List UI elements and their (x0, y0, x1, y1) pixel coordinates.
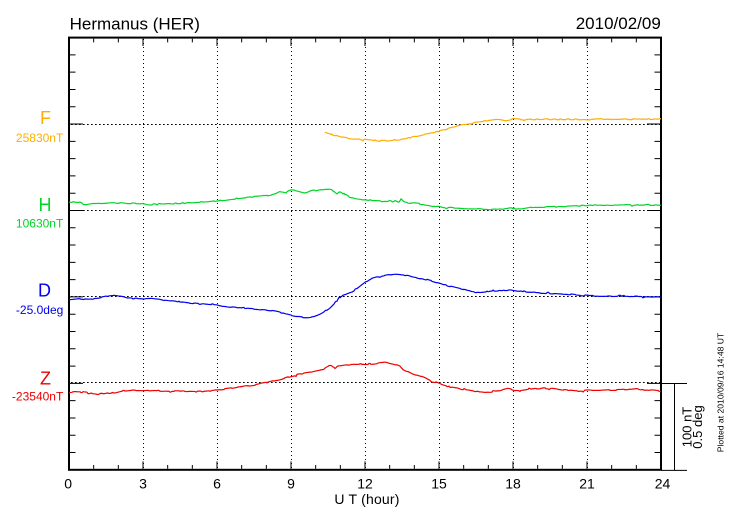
svg-text:Plotted at 2010/09/16 14:48 UT: Plotted at 2010/09/16 14:48 UT (716, 332, 726, 452)
svg-text:24: 24 (655, 475, 671, 491)
svg-text:F: F (40, 108, 51, 128)
svg-text:3: 3 (139, 475, 147, 491)
svg-text:15: 15 (431, 475, 447, 491)
svg-text:0.5 deg: 0.5 deg (690, 405, 705, 448)
svg-text:U T (hour): U T (hour) (334, 491, 399, 507)
svg-text:12: 12 (357, 475, 373, 491)
svg-text:D: D (38, 281, 51, 301)
svg-text:10630nT: 10630nT (16, 217, 64, 231)
svg-text:-23540nT: -23540nT (12, 390, 64, 404)
svg-text:21: 21 (579, 475, 595, 491)
svg-text:18: 18 (505, 475, 521, 491)
svg-text:9: 9 (287, 475, 295, 491)
svg-text:25830nT: 25830nT (16, 131, 64, 145)
svg-text:Hermanus (HER): Hermanus (HER) (70, 15, 200, 34)
svg-text:100 nT: 100 nT (680, 407, 695, 448)
svg-text:0: 0 (64, 475, 72, 491)
svg-text:2010/02/09: 2010/02/09 (576, 14, 661, 33)
svg-text:6: 6 (213, 475, 221, 491)
svg-text:H: H (39, 195, 52, 215)
svg-text:Z: Z (40, 369, 51, 389)
svg-text:-25.0deg: -25.0deg (16, 303, 63, 317)
